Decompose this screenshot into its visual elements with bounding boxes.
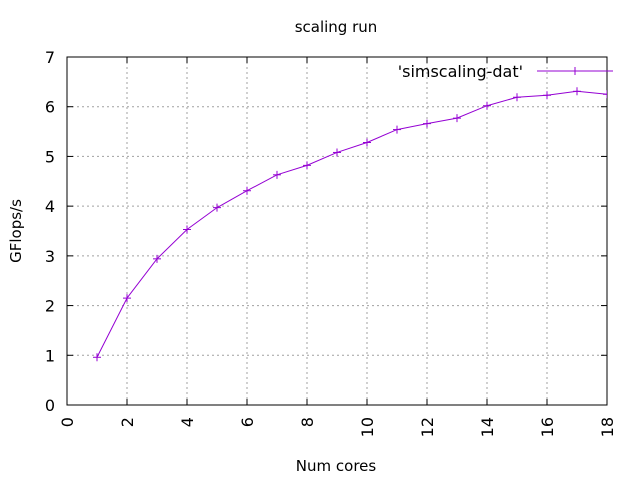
y-axis-title: GFlops/s <box>7 199 25 263</box>
legend: 'simscaling-dat' <box>398 62 613 81</box>
x-tick-label: 2 <box>118 417 137 427</box>
legend-series-marker <box>571 67 579 75</box>
x-tick-label: 12 <box>418 417 437 437</box>
series-line <box>96 90 607 358</box>
x-tick-label: 14 <box>478 417 497 437</box>
y-tick-label: 5 <box>45 147 55 166</box>
y-tick-label: 7 <box>45 48 55 67</box>
x-tick-label: 16 <box>538 417 557 437</box>
x-tick-label: 18 <box>598 417 617 437</box>
x-axis-title: Num cores <box>296 457 377 475</box>
series-group <box>93 87 607 362</box>
x-tick-label: 0 <box>58 417 77 427</box>
x-tick-label: 10 <box>358 417 377 437</box>
y-tick-label: 0 <box>45 396 55 415</box>
y-tick-label: 4 <box>45 197 55 216</box>
legend-series-label: 'simscaling-dat' <box>398 62 523 81</box>
y-tick-label: 1 <box>45 346 55 365</box>
grid <box>67 57 607 405</box>
x-tick-label: 6 <box>238 417 257 427</box>
y-tick-label: 3 <box>45 247 55 266</box>
x-tick-label: 4 <box>178 417 197 427</box>
x-tick-label: 8 <box>298 417 317 427</box>
y-tick-label: 6 <box>45 98 55 117</box>
chart-title: scaling run <box>295 18 378 36</box>
y-tick-label: 2 <box>45 297 55 316</box>
series-layer <box>93 87 607 362</box>
plot-area-frame <box>66 56 608 406</box>
